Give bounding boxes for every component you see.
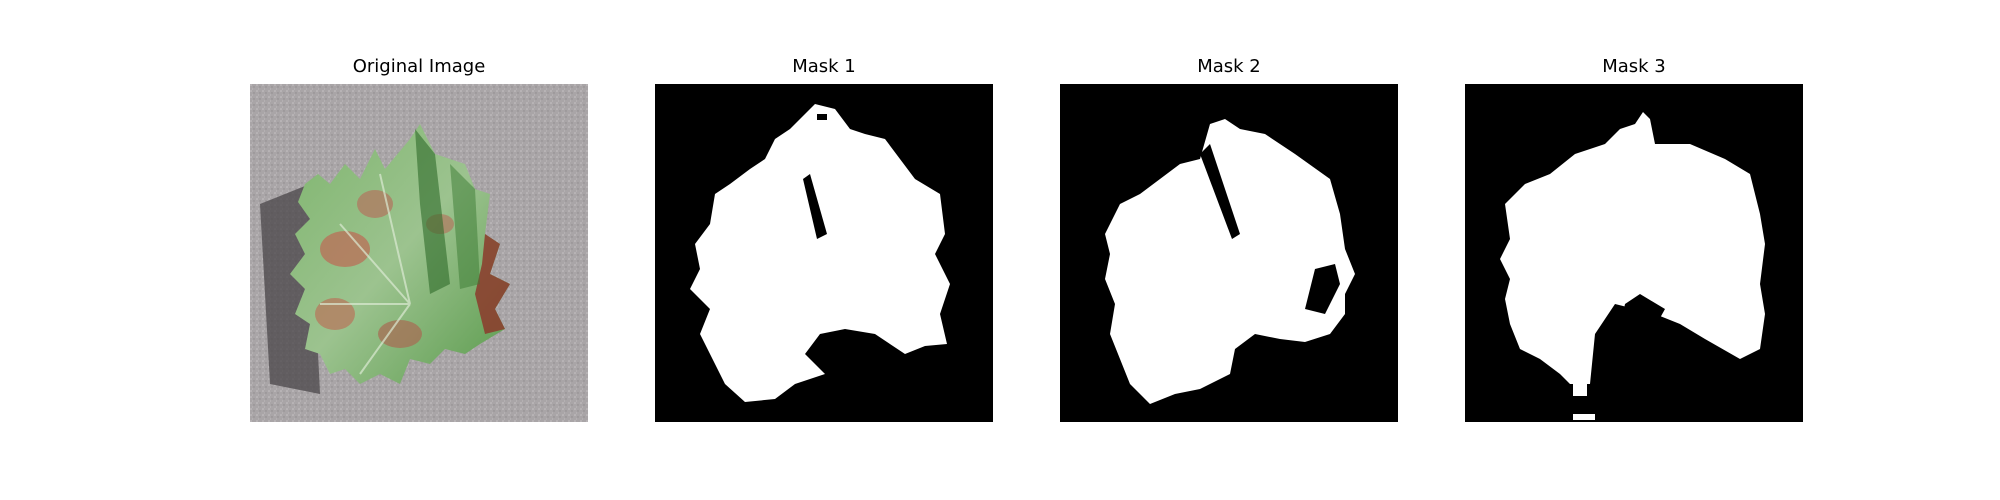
panel-title-mask-1: Mask 1 — [792, 56, 856, 77]
panel-title-mask-2: Mask 2 — [1197, 56, 1261, 77]
panel-title-mask-3: Mask 3 — [1602, 56, 1666, 77]
mask-3-panel — [1465, 84, 1803, 422]
leaf-photo — [250, 84, 588, 422]
mask-3-image — [1465, 84, 1803, 422]
mask-2-image — [1060, 84, 1398, 422]
mask-1-image — [655, 84, 993, 422]
mask-2-panel — [1060, 84, 1398, 422]
original-image-panel — [250, 84, 588, 422]
mask-1-panel — [655, 84, 993, 422]
panel-title-original: Original Image — [352, 56, 486, 77]
